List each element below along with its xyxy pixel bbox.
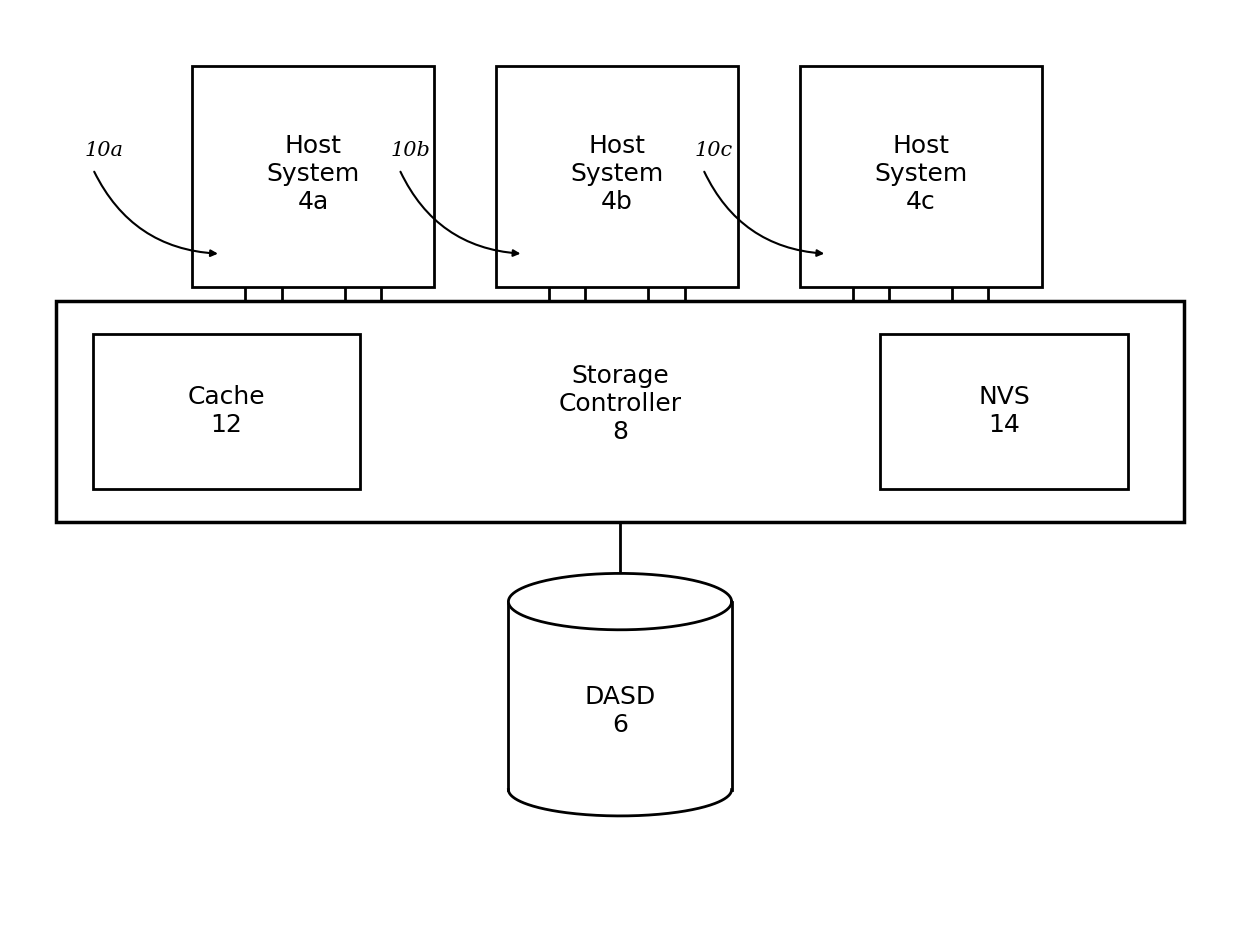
FancyBboxPatch shape — [192, 66, 434, 287]
Text: Host
System
4a: Host System 4a — [267, 134, 360, 213]
FancyBboxPatch shape — [93, 334, 360, 489]
Text: Cache
12: Cache 12 — [187, 385, 265, 437]
Text: 10b: 10b — [391, 141, 430, 160]
Polygon shape — [508, 602, 732, 790]
Text: DASD
6: DASD 6 — [584, 684, 656, 737]
Text: NVS
14: NVS 14 — [978, 385, 1030, 437]
Text: Storage
Controller
8: Storage Controller 8 — [558, 365, 682, 444]
FancyBboxPatch shape — [56, 301, 1184, 522]
Text: 10c: 10c — [694, 141, 733, 160]
Text: Host
System
4c: Host System 4c — [874, 134, 967, 213]
Text: Host
System
4b: Host System 4b — [570, 134, 663, 213]
FancyBboxPatch shape — [496, 66, 738, 287]
Text: 10a: 10a — [84, 141, 123, 160]
FancyBboxPatch shape — [880, 334, 1128, 489]
Polygon shape — [508, 573, 732, 630]
FancyBboxPatch shape — [800, 66, 1042, 287]
